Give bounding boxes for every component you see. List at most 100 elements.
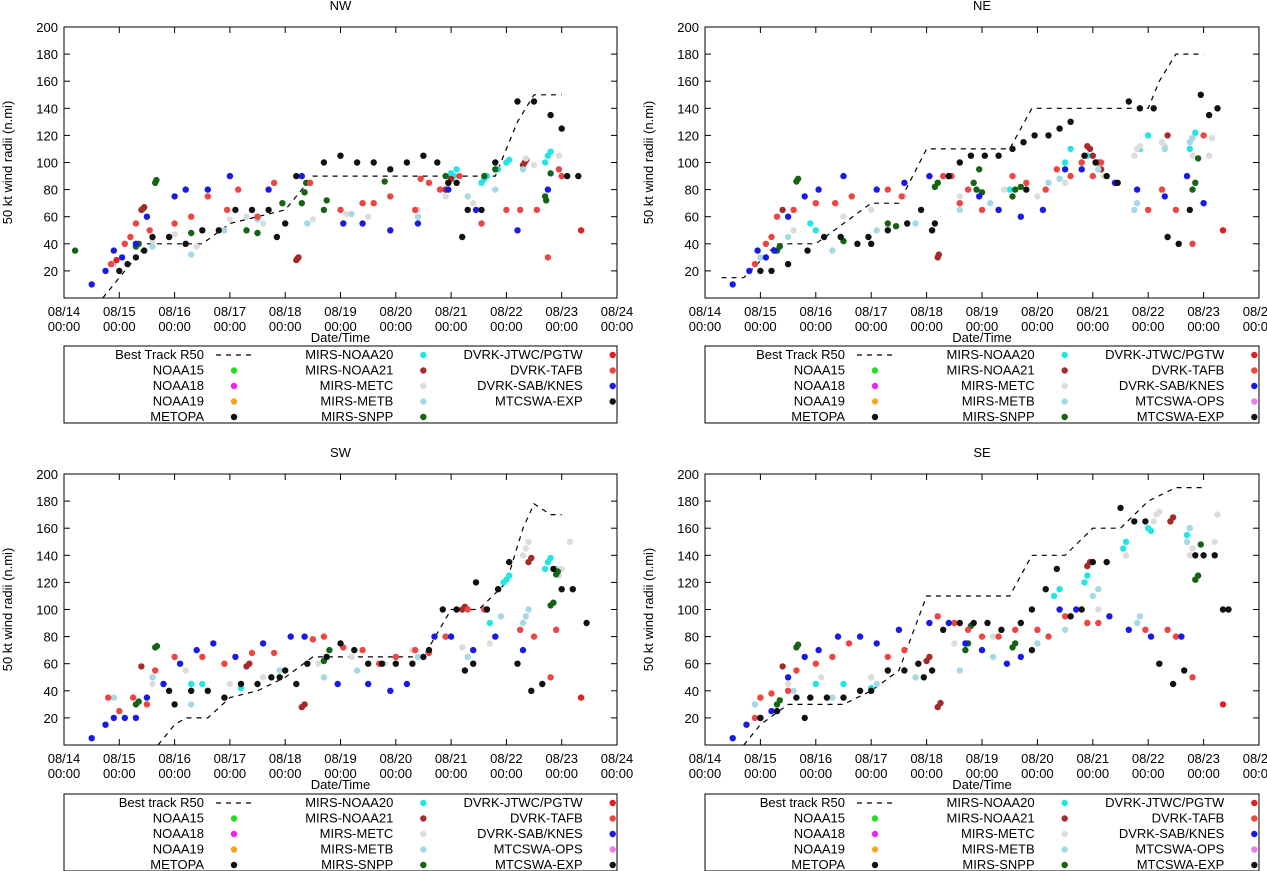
y-tick-label: 80 [44, 183, 58, 198]
x-tick-date-label: 08/16 [158, 304, 191, 319]
chart-title: NW [330, 0, 352, 13]
point-mtcswa-exp [1067, 613, 1074, 620]
point-mtcswa-exp [1067, 118, 1074, 126]
legend-label: MIRS-METB [320, 394, 393, 409]
x-tick-time-label: 00:00 [910, 319, 943, 334]
point-metopa [387, 166, 394, 173]
point-dvrk-sab-knes [1003, 660, 1011, 667]
point-dvrk-tafb [1078, 159, 1085, 166]
point-mirs-metc [315, 660, 322, 667]
point-mtcswa-exp [293, 680, 300, 688]
x-tick-time-label: 00:00 [1021, 766, 1054, 781]
legend-label: MTCSWA-EXP [495, 394, 583, 409]
legend-swatch [871, 413, 879, 421]
point-metopa [124, 260, 131, 268]
point-dvrk-sab-knes [1039, 206, 1047, 214]
point-mtcswa-exp [1089, 558, 1097, 566]
point-mtcswa-exp [276, 674, 283, 681]
x-tick-time-label: 00:00 [435, 766, 468, 781]
point-mirs-metb [1133, 200, 1141, 207]
point-metopa [232, 206, 239, 214]
point-metopa [293, 172, 300, 180]
legend-label: MTCSWA-OPS [1135, 842, 1224, 857]
y-tick-label: 40 [44, 237, 58, 252]
x-tick-date-label: 08/21 [435, 751, 468, 766]
point-mtcswa-exp [1017, 619, 1024, 627]
point-dvrk-tafb [784, 687, 792, 694]
point-mirs-noaa20 [812, 680, 819, 688]
legend-label: DVRK-JTWC/PGTW [1105, 795, 1225, 810]
x-tick-time-label: 00:00 [1077, 766, 1110, 781]
point-mirs-metb [1131, 206, 1138, 214]
legend-swatch [871, 367, 879, 374]
point-dvrk-sab-knes [873, 640, 880, 647]
point-dvrk-tafb [1200, 132, 1207, 139]
point-dvrk-tafb [751, 260, 759, 268]
point-mirs-snpp [1017, 183, 1024, 191]
legend-box [704, 793, 1260, 871]
point-mirs-metb [757, 254, 764, 261]
point-mirs-metb [1133, 619, 1141, 627]
x-tick-date-label: 08/21 [1077, 304, 1110, 319]
point-dvrk-sab-knes [204, 186, 211, 193]
y-tick-label: 160 [677, 521, 699, 536]
point-mirs-snpp [279, 200, 286, 207]
point-mtcswa-exp [1114, 179, 1121, 186]
x-tick-date-label: 08/24 [1243, 304, 1267, 319]
point-dvrk-tafb [199, 653, 206, 661]
y-tick-label: 160 [677, 74, 699, 89]
x-tick-date-label: 08/19 [966, 304, 999, 319]
point-dvrk-tafb [1034, 626, 1041, 633]
point-mtcswa-exp [1028, 606, 1036, 613]
legend-label: MIRS-NOAA21 [947, 363, 1035, 378]
point-mirs-noaa20 [1006, 186, 1013, 193]
point-dvrk-tafb [1067, 172, 1074, 180]
x-tick-date-label: 08/20 [380, 751, 413, 766]
legend-swatch [1061, 830, 1068, 838]
point-metopa [514, 98, 521, 105]
x-tick-date-label: 08/18 [269, 304, 302, 319]
point-mirs-noaa20 [1084, 572, 1091, 579]
point-dvrk-tafb [107, 260, 115, 268]
point-dvrk-tafb [934, 613, 941, 620]
point-mtcswa-exp [901, 667, 908, 674]
point-dvrk-sab-knes [110, 714, 118, 722]
point-dvrk-sab-knes [815, 186, 822, 193]
point-dvrk-sab-knes [1017, 653, 1024, 661]
point-mirs-metc [486, 640, 493, 647]
x-tick-time-label: 00:00 [324, 319, 357, 334]
point-mtcswa-exp [1045, 132, 1052, 139]
point-metopa [141, 247, 148, 254]
point-dvrk-jtwc-pgtw [113, 256, 120, 264]
x-tick-time-label: 00:00 [214, 766, 247, 781]
point-mirs-noaa21 [1089, 152, 1097, 159]
point-mirs-metc [259, 220, 267, 227]
point-mirs-metb [304, 220, 311, 227]
point-mirs-metb [1183, 538, 1191, 545]
x-tick-time-label: 00:00 [545, 319, 578, 334]
point-dvrk-sab-knes [976, 193, 983, 200]
x-tick-date-label: 08/20 [380, 304, 413, 319]
point-dvrk-sab-knes [298, 172, 305, 180]
point-dvrk-sab-knes [1133, 186, 1141, 193]
x-tick-time-label: 00:00 [48, 319, 81, 334]
point-dvrk-sab-knes [926, 172, 933, 180]
point-mirs-metb [348, 210, 355, 218]
point-mtcswa-exp [337, 640, 344, 647]
x-tick-date-label: 08/14 [689, 304, 722, 319]
point-dvrk-sab-knes [403, 680, 411, 688]
point-mtcswa-exp [854, 240, 861, 247]
point-mirs-snpp [1012, 186, 1019, 193]
point-mirs-metc [1214, 511, 1221, 518]
point-mirs-noaa20 [486, 619, 493, 627]
point-mtcswa-exp [920, 674, 927, 681]
point-mirs-metc [1034, 193, 1041, 200]
x-tick-time-label: 00:00 [1187, 766, 1220, 781]
point-mirs-snpp [320, 206, 328, 214]
point-mtcswa-exp [472, 579, 480, 586]
point-mtcswa-exp [1164, 233, 1171, 241]
legend-swatch [230, 830, 238, 838]
point-mtcswa-exp [768, 267, 775, 275]
y-tick-label: 40 [44, 684, 58, 699]
point-dvrk-tafb [146, 227, 153, 234]
